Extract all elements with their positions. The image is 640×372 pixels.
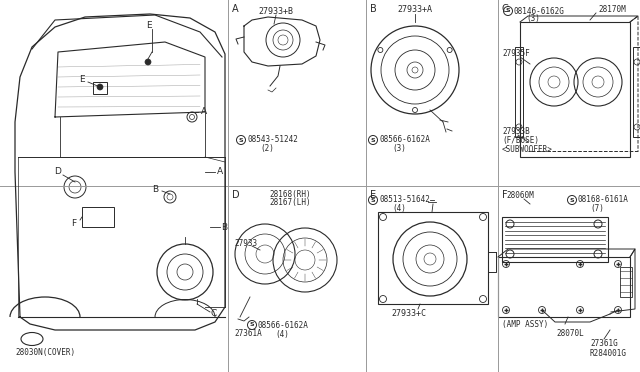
Text: 27933+C: 27933+C [392,310,426,318]
Text: 27933+B: 27933+B [259,6,294,16]
Text: 28167(LH): 28167(LH) [269,198,311,206]
Text: E: E [370,190,376,200]
Circle shape [97,84,103,90]
Text: F: F [502,190,508,200]
Text: E: E [79,76,85,84]
Text: 27935F: 27935F [502,49,530,58]
Text: (4): (4) [275,330,289,339]
Text: (7): (7) [590,203,604,212]
Text: 28030N(COVER): 28030N(COVER) [15,347,75,356]
Text: S: S [250,323,254,327]
Text: (3): (3) [526,15,540,23]
Text: 08168-6161A: 08168-6161A [578,196,629,205]
Text: S: S [239,138,243,142]
Text: D: D [54,167,61,176]
Text: 08513-51642: 08513-51642 [379,196,430,205]
Circle shape [145,59,151,65]
Text: (AMP ASSY): (AMP ASSY) [502,321,548,330]
Text: D: D [232,190,239,200]
Text: 27361G: 27361G [590,340,618,349]
Text: A: A [201,106,207,115]
Text: C: C [211,308,217,317]
Text: 08146-6162G: 08146-6162G [514,6,565,16]
Text: 28168(RH): 28168(RH) [269,189,311,199]
Text: S: S [371,198,375,202]
Text: E: E [146,20,152,29]
Text: B: B [221,222,227,231]
Text: 28170M: 28170M [598,6,626,15]
Text: S: S [371,138,375,142]
Bar [515,47,523,137]
Text: 27933: 27933 [234,240,257,248]
Text: A: A [232,4,239,14]
Text: R284001G: R284001G [590,349,627,357]
Bar [498,257,630,317]
Text: 27933+A: 27933+A [397,6,433,15]
Text: 27933B: 27933B [502,128,530,137]
Text: 08566-6162A: 08566-6162A [258,321,309,330]
Text: 08543-51242: 08543-51242 [247,135,298,144]
Bar [93,82,107,94]
Text: F: F [72,218,77,228]
Bar [633,47,640,137]
Bar [378,212,488,304]
Text: 08566-6162A: 08566-6162A [379,135,430,144]
Text: (2): (2) [260,144,274,153]
Text: 28060M: 28060M [506,192,534,201]
Text: 28070L: 28070L [556,330,584,339]
Bar [82,207,114,227]
Bar [620,267,632,297]
Text: S: S [570,198,574,202]
Text: C: C [502,4,509,14]
Text: B: B [370,4,377,14]
Bar [502,217,608,262]
Bar [520,22,630,157]
Text: A: A [217,167,223,176]
Text: S: S [506,9,510,13]
Text: (4): (4) [392,203,406,212]
Text: B: B [152,185,158,193]
Text: (3): (3) [392,144,406,153]
Text: <SUBWOOFER>: <SUBWOOFER> [502,145,553,154]
Text: (F/BOSE): (F/BOSE) [502,135,539,144]
Text: 27361A: 27361A [234,330,262,339]
